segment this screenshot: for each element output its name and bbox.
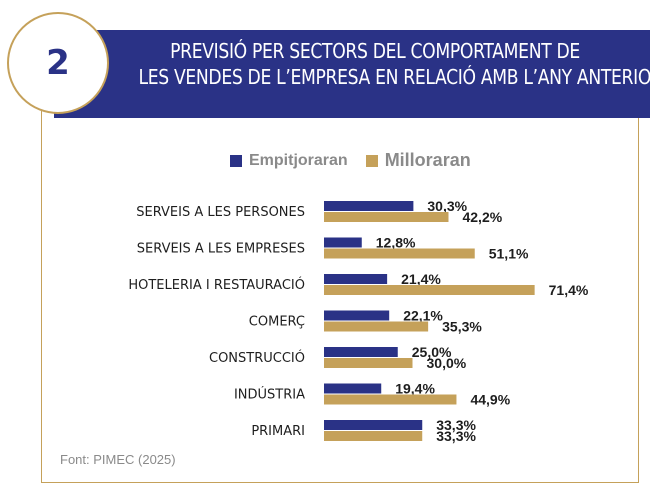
category-label-comerc: COMERÇ (249, 315, 305, 330)
bar-milloraran-serveis-a-les-empreses (324, 248, 475, 259)
value-label-empitjoraran-industria: 19,4% (395, 381, 435, 397)
legend-label-empitjoraran: Empitjoraran (249, 151, 348, 169)
value-label-milloraran-primari: 33,3% (436, 428, 476, 444)
category-label-primari: PRIMARI (251, 424, 305, 439)
category-label-serveis-a-les-persones: SERVEIS A LES PERSONES (136, 205, 305, 220)
chart-title-line-1: PREVISIÓ PER SECTORS DEL COMPORTAMENT DE (170, 39, 580, 63)
value-label-empitjoraran-hoteleria-i-restauracio: 21,4% (401, 271, 441, 287)
legend-label-milloraran: Milloraran (384, 150, 471, 170)
title-banner (54, 30, 650, 118)
value-label-milloraran-industria: 44,9% (470, 392, 510, 408)
bar-empitjoraran-industria (324, 383, 382, 394)
value-label-empitjoraran-construccio: 25,0% (412, 344, 452, 360)
category-label-construccio: CONSTRUCCIÓ (209, 350, 305, 366)
bar-milloraran-industria (324, 394, 457, 405)
figure-number-badge: 2 (7, 12, 109, 114)
value-label-milloraran-serveis-a-les-empreses: 51,1% (489, 246, 529, 262)
bar-empitjoraran-construccio (324, 347, 398, 357)
value-label-milloraran-hoteleria-i-restauracio: 71,4% (549, 282, 589, 298)
legend-swatch-milloraran (365, 154, 378, 167)
source-note: Font: PIMEC (2025) (60, 452, 176, 467)
category-label-hoteleria-i-restauracio: HOTELERIA I RESTAURACIÓ (128, 277, 305, 293)
value-label-milloraran-comerc: 35,3% (442, 319, 482, 335)
bar-milloraran-primari (324, 431, 423, 441)
bar-milloraran-serveis-a-les-persones (324, 212, 449, 222)
value-label-empitjoraran-comerc: 22,1% (403, 308, 443, 324)
bar-empitjoraran-serveis-a-les-persones (324, 201, 414, 211)
category-label-industria: INDÚSTRIA (234, 387, 305, 403)
value-label-empitjoraran-serveis-a-les-persones: 30,3% (427, 198, 467, 214)
bar-empitjoraran-comerc (324, 310, 390, 321)
chart-title-line-2: LES VENDES DE L’EMPRESA EN RELACIÓ AMB L… (138, 65, 658, 89)
figure-number: 2 (46, 43, 70, 83)
value-label-empitjoraran-primari: 33,3% (436, 417, 476, 433)
bar-empitjoraran-hoteleria-i-restauracio (324, 274, 388, 284)
bar-milloraran-hoteleria-i-restauracio (324, 285, 535, 295)
value-label-milloraran-construccio: 30,0% (427, 355, 467, 371)
value-label-empitjoraran-serveis-a-les-empreses: 12,8% (376, 235, 416, 251)
chart-title: PREVISIÓ PER SECTORS DEL COMPORTAMENT DE… (100, 38, 658, 90)
legend-item-empitjoraran: Empitjoraran (230, 152, 348, 170)
category-label-serveis-a-les-empreses: SERVEIS A LES EMPRESES (137, 242, 305, 257)
bar-milloraran-comerc (324, 321, 429, 332)
value-label-milloraran-serveis-a-les-persones: 42,2% (462, 209, 502, 225)
bar-milloraran-construccio (324, 358, 413, 368)
legend: Empitjoraran Milloraran (230, 150, 489, 171)
legend-swatch-empitjoraran (230, 154, 242, 167)
legend-item-milloraran: Milloraran (365, 150, 471, 171)
bar-empitjoraran-primari (324, 420, 423, 430)
bar-empitjoraran-serveis-a-les-empreses (324, 237, 362, 248)
